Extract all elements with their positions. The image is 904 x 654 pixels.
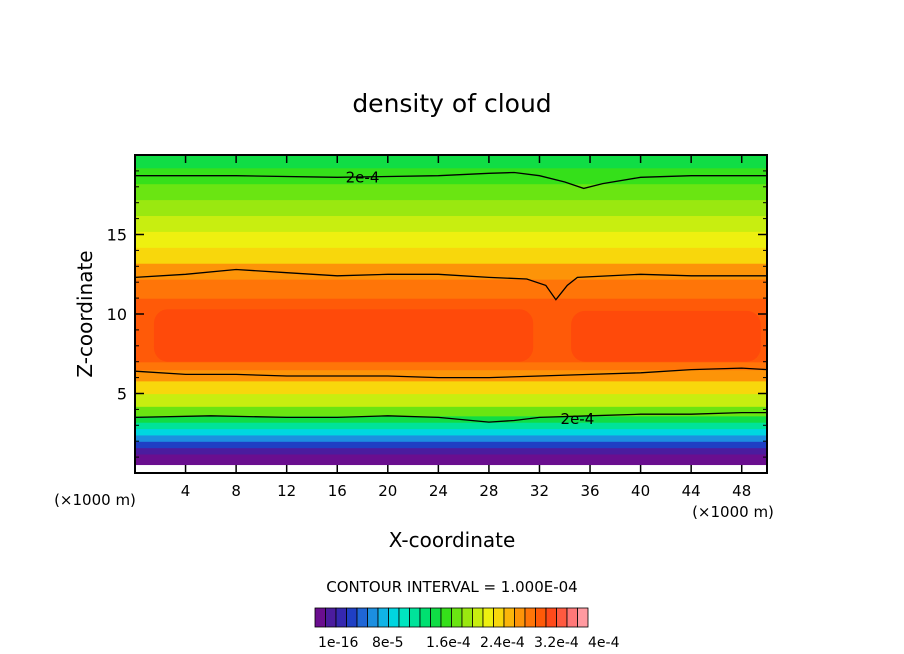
field-band bbox=[135, 247, 767, 264]
colorbar-swatch bbox=[482, 607, 494, 628]
field-band bbox=[135, 447, 767, 455]
field-band bbox=[135, 263, 767, 280]
x-tick-label: 36 bbox=[580, 482, 599, 500]
x-tick-label: 20 bbox=[378, 482, 397, 500]
colorbar-label: 4e-4 bbox=[588, 635, 620, 651]
colorbar-swatch bbox=[577, 607, 589, 628]
y-tick-label: 10 bbox=[107, 305, 127, 324]
x-tick-label: 40 bbox=[631, 482, 650, 500]
x-tick-label: 12 bbox=[277, 482, 296, 500]
field-band bbox=[135, 215, 767, 232]
colorbar-swatch bbox=[325, 607, 337, 628]
x-axis: 4 8 12 16 20 24 28 32 36 40 44 48 bbox=[181, 155, 751, 500]
y-axis-label: Z-coordinate bbox=[73, 250, 97, 377]
colorbar-labels: 1e-16 8e-5 1.6e-4 2.4e-4 3.2e-4 4e-4 bbox=[318, 635, 620, 651]
colorbar-swatch bbox=[367, 607, 379, 628]
field-band bbox=[135, 422, 767, 430]
x-axis-label: X-coordinate bbox=[389, 528, 516, 552]
x-tick-label: 32 bbox=[530, 482, 549, 500]
colorbar-swatch bbox=[566, 607, 578, 628]
colorbar-swatch bbox=[524, 607, 536, 628]
contour-2e-4-lower bbox=[135, 411, 767, 423]
x-tick-label: 16 bbox=[328, 482, 347, 500]
field-band bbox=[135, 434, 767, 442]
colorbar-swatch bbox=[419, 607, 431, 628]
colorbar-swatch bbox=[472, 607, 484, 628]
field-band bbox=[135, 441, 767, 449]
colorbar-swatch bbox=[493, 607, 505, 628]
field-band bbox=[135, 231, 767, 248]
field-band bbox=[135, 167, 767, 185]
field-band bbox=[135, 361, 767, 371]
field-band bbox=[135, 465, 767, 473]
colorbar-swatch bbox=[430, 607, 442, 628]
field-band bbox=[135, 453, 767, 466]
contour-label-top: 2e-4 bbox=[346, 168, 380, 186]
colorbar-label: 3.2e-4 bbox=[534, 635, 579, 651]
x-unit-right: (×1000 m) bbox=[692, 503, 774, 521]
field-band bbox=[135, 199, 767, 217]
density-field bbox=[135, 155, 767, 473]
contour-lines: 2e-4 2e-4 bbox=[135, 168, 767, 428]
contour-interval-text: CONTOUR INTERVAL = 1.000E-04 bbox=[326, 578, 577, 596]
core-region bbox=[153, 309, 534, 362]
colorbar bbox=[314, 607, 589, 628]
field-band bbox=[135, 369, 767, 382]
y-tick-label: 5 bbox=[117, 385, 127, 404]
colorbar-swatch bbox=[377, 607, 389, 628]
colorbar-swatch bbox=[398, 607, 410, 628]
colorbar-swatch bbox=[514, 607, 526, 628]
x-tick-label: 4 bbox=[181, 482, 191, 500]
colorbar-swatch bbox=[356, 607, 368, 628]
x-tick-label: 44 bbox=[682, 482, 701, 500]
colorbar-swatch bbox=[451, 607, 463, 628]
field-band bbox=[135, 183, 767, 201]
contour-2e-4-upper bbox=[135, 268, 767, 301]
colorbar-swatch bbox=[314, 607, 326, 628]
colorbar-swatch bbox=[461, 607, 473, 628]
colorbar-swatch bbox=[440, 607, 452, 628]
x-tick-label: 28 bbox=[479, 482, 498, 500]
field-band bbox=[135, 380, 767, 395]
y-tick-label: 15 bbox=[107, 226, 127, 245]
colorbar-swatch bbox=[535, 607, 547, 628]
contour-label-lower: 2e-4 bbox=[561, 410, 595, 428]
colorbar-swatch bbox=[545, 607, 557, 628]
field-band bbox=[135, 415, 767, 423]
x-tick-label: 48 bbox=[732, 482, 751, 500]
field-band bbox=[135, 393, 767, 407]
core-region bbox=[571, 310, 761, 362]
colorbar-swatch bbox=[346, 607, 358, 628]
colorbar-swatch bbox=[409, 607, 421, 628]
x-unit-left: (×1000 m) bbox=[54, 491, 136, 509]
colorbar-swatch bbox=[388, 607, 400, 628]
colorbar-label: 8e-5 bbox=[372, 635, 403, 651]
y-axis: 5 10 15 bbox=[107, 170, 767, 458]
field-band bbox=[135, 406, 767, 417]
contour-2e-4-top bbox=[135, 171, 767, 190]
x-tick-label: 24 bbox=[429, 482, 448, 500]
contour-mid-lower bbox=[135, 367, 767, 379]
x-tick-label: 8 bbox=[231, 482, 241, 500]
field-band bbox=[135, 428, 767, 436]
colorbar-label: 1.6e-4 bbox=[426, 635, 471, 651]
colorbar-label: 1e-16 bbox=[318, 635, 358, 651]
chart-title: density of cloud bbox=[352, 89, 551, 118]
colorbar-swatch bbox=[556, 607, 568, 628]
field-band bbox=[135, 279, 767, 299]
colorbar-swatch bbox=[335, 607, 347, 628]
colorbar-label: 2.4e-4 bbox=[480, 635, 525, 651]
colorbar-swatch bbox=[503, 607, 515, 628]
field-band bbox=[135, 155, 767, 169]
